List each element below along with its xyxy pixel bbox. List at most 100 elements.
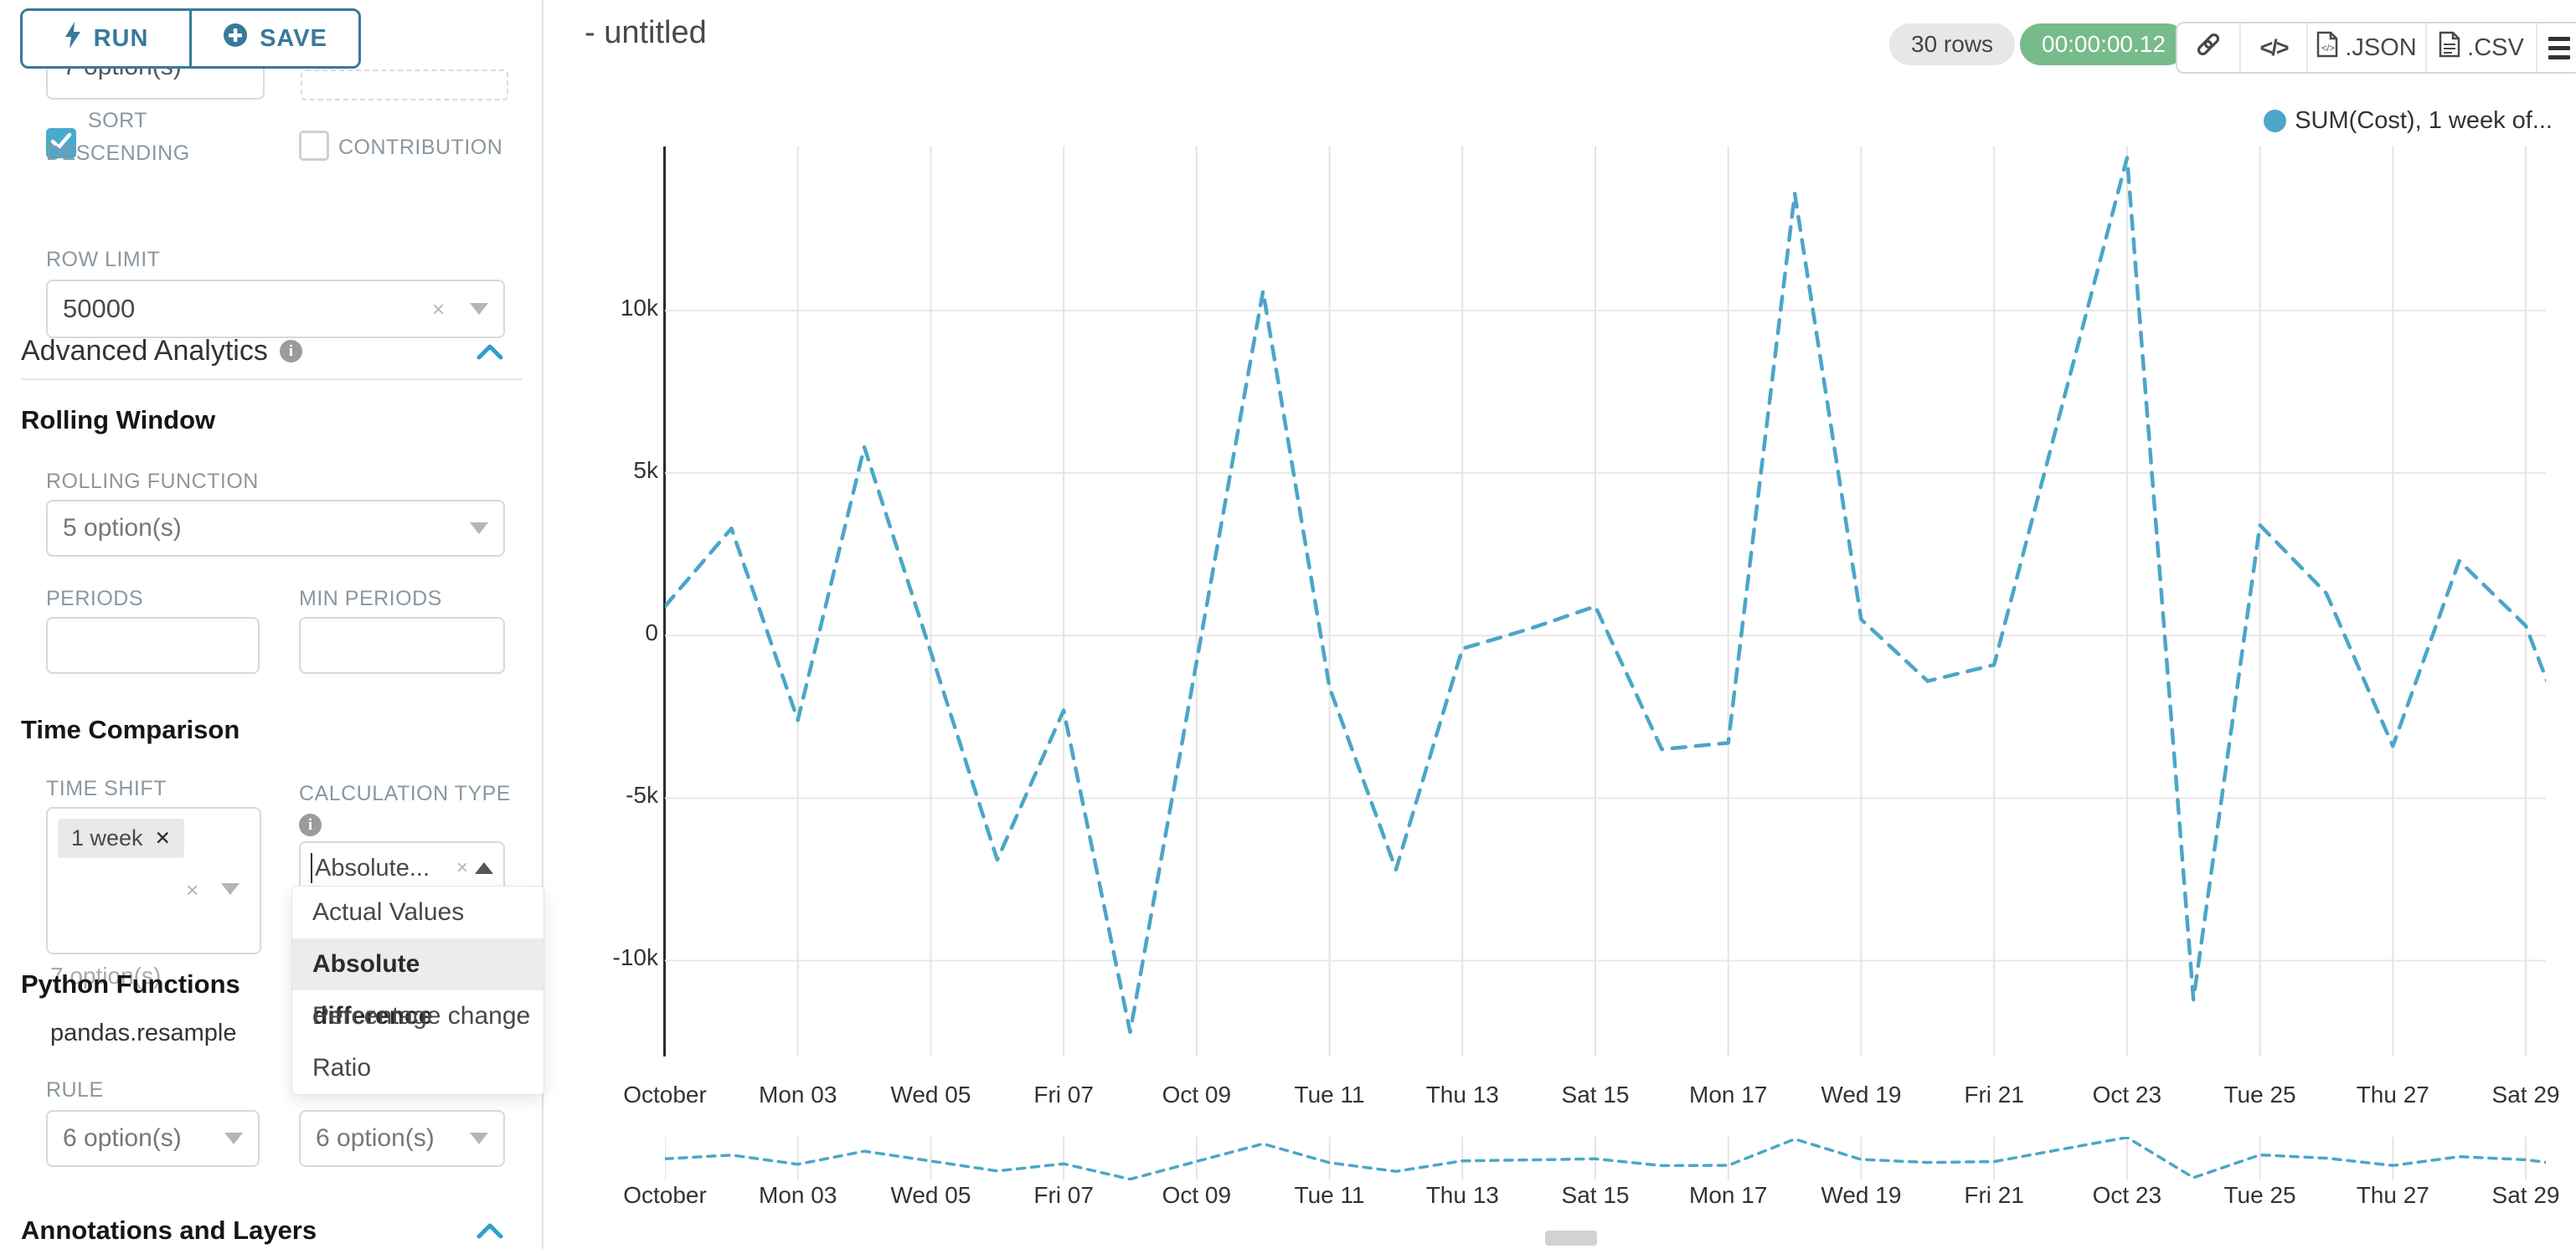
- timer-badge: 00:00:00.12: [2020, 23, 2187, 65]
- main-chart[interactable]: [665, 146, 2546, 1056]
- export-csv-button[interactable]: .CSV: [2425, 23, 2536, 72]
- action-button-group: RUN SAVE: [20, 8, 361, 69]
- rule-value: 6 option(s): [63, 1124, 182, 1152]
- export-button-group: </> </> .JSON .CSV: [2176, 22, 2576, 74]
- embed-code-button[interactable]: </>: [2239, 23, 2306, 72]
- share-link-button[interactable]: [2177, 23, 2239, 72]
- rule-select[interactable]: 6 option(s): [46, 1110, 260, 1167]
- clipped-select-value: 7 option(s): [63, 68, 182, 81]
- x-axis-tick-label: Fri 07: [1033, 1182, 1094, 1208]
- clear-icon[interactable]: ×: [456, 856, 468, 879]
- mini-preview-chart[interactable]: [665, 1137, 2546, 1180]
- periods-input[interactable]: [46, 617, 260, 674]
- x-axis-tick-label: Fri 21: [1964, 1182, 2024, 1208]
- text-cursor: [311, 853, 312, 883]
- x-axis-tick-label: Oct 09: [1162, 1182, 1232, 1208]
- annotations-header[interactable]: Annotations and Layers: [21, 1216, 522, 1246]
- sort-descending-label: SORT DESCENDING: [46, 109, 190, 165]
- info-icon: i: [279, 340, 302, 362]
- x-axis-tick-label: Wed 19: [1821, 1082, 1902, 1108]
- x-axis-tick-label: Sat 15: [1561, 1082, 1630, 1108]
- save-button-label: SAVE: [260, 24, 327, 52]
- x-axis-tick-label: Tue 11: [1294, 1082, 1365, 1108]
- chevron-down-icon[interactable]: [224, 1133, 243, 1144]
- x-axis-tick-label: Thu 13: [1425, 1082, 1499, 1108]
- row-limit-label: ROW LIMIT: [46, 248, 161, 271]
- y-axis-line: [663, 146, 666, 1056]
- calculation-type-label: CALCULATION TYPE: [299, 782, 511, 805]
- page-title[interactable]: - untitled: [585, 15, 707, 50]
- chevron-down-icon[interactable]: [470, 1133, 488, 1144]
- rolling-function-label: ROLLING FUNCTION: [46, 470, 259, 493]
- export-csv-label: .CSV: [2467, 33, 2524, 61]
- x-axis-tick-label: Oct 23: [2092, 1182, 2162, 1208]
- menu-item-percentage-change[interactable]: Percentage change: [292, 990, 544, 1042]
- python-function-name: pandas.resample: [50, 1020, 237, 1046]
- x-axis-tick-label: Mon 03: [759, 1182, 837, 1208]
- time-shift-tag-label: 1 week: [71, 825, 143, 851]
- hamburger-icon: [2548, 36, 2570, 59]
- rolling-function-select[interactable]: 5 option(s): [46, 500, 505, 557]
- min-periods-input[interactable]: [299, 617, 505, 674]
- x-axis-tick-label: Sat 15: [1561, 1182, 1630, 1208]
- method-select[interactable]: 6 option(s): [299, 1110, 505, 1167]
- run-button-label: RUN: [93, 24, 149, 52]
- x-axis-tick-label: Sat 29: [2491, 1082, 2560, 1108]
- time-comparison-title: Time Comparison: [21, 715, 240, 744]
- chevron-down-icon[interactable]: [470, 303, 488, 315]
- legend-swatch: [2264, 110, 2287, 132]
- clear-icon[interactable]: ×: [431, 296, 445, 321]
- chevron-down-icon[interactable]: [470, 522, 488, 534]
- export-json-label: .JSON: [2345, 33, 2417, 61]
- scrollbar-handle[interactable]: [1545, 1231, 1597, 1246]
- rule-label: RULE: [46, 1078, 104, 1102]
- contribution-checkbox[interactable]: [299, 131, 329, 161]
- clear-icon[interactable]: ×: [186, 877, 199, 902]
- menu-item-ratio[interactable]: Ratio: [292, 1042, 544, 1094]
- row-limit-value: 50000: [63, 294, 136, 323]
- chevron-up-icon[interactable]: [477, 1222, 503, 1239]
- row-limit-select[interactable]: 50000 ×: [46, 280, 505, 338]
- export-json-button[interactable]: </> .JSON: [2306, 23, 2425, 72]
- x-axis-tick-label: Thu 13: [1425, 1182, 1499, 1208]
- link-icon: [2192, 28, 2224, 67]
- calculation-type-menu: Actual Values Absolute difference Percen…: [291, 886, 544, 1095]
- x-axis-tick-label: Sat 29: [2491, 1182, 2560, 1208]
- clipped-select[interactable]: 7 option(s): [46, 68, 265, 100]
- x-axis-tick-label: Tue 25: [2223, 1182, 2296, 1208]
- y-axis-labels: 10k 5k 0 -5k -10k: [558, 146, 658, 1056]
- time-shift-multiselect[interactable]: 1 week ✕: [46, 807, 261, 954]
- remove-tag-icon[interactable]: ✕: [154, 827, 171, 849]
- calculation-type-value: Absolute...: [315, 854, 430, 881]
- x-axis-tick-label: Wed 05: [890, 1082, 971, 1108]
- rolling-window-title: Rolling Window: [21, 405, 216, 434]
- panel-divider: [542, 0, 544, 1249]
- x-axis-tick-label: Mon 17: [1689, 1182, 1768, 1208]
- run-button[interactable]: RUN: [23, 11, 189, 66]
- menu-item-actual-values[interactable]: Actual Values: [292, 887, 544, 938]
- x-axis-tick-label: Thu 27: [2356, 1182, 2429, 1208]
- python-functions-title: Python Functions: [21, 969, 240, 999]
- file-csv-icon: [2439, 31, 2460, 64]
- chevron-up-icon[interactable]: [477, 343, 503, 360]
- x-axis-tick-label: Thu 27: [2356, 1082, 2429, 1108]
- menu-item-absolute-difference[interactable]: Absolute difference: [292, 938, 544, 1030]
- chevron-up-icon[interactable]: [475, 862, 493, 874]
- sort-descending-checkbox[interactable]: [46, 128, 76, 158]
- y-axis-tick-label: -5k: [626, 782, 658, 809]
- x-axis-tick-label: October: [623, 1182, 707, 1208]
- save-button[interactable]: SAVE: [189, 11, 358, 66]
- empty-dashed-input[interactable]: [301, 69, 508, 100]
- chart-legend[interactable]: SUM(Cost), 1 week of...: [2264, 107, 2553, 135]
- time-shift-helper: 7 option(s): [50, 963, 162, 989]
- y-axis-tick-label: 5k: [633, 457, 658, 484]
- advanced-analytics-header[interactable]: Advanced Analytics i: [21, 335, 522, 368]
- svg-text:</>: </>: [2321, 44, 2335, 54]
- chevron-down-icon[interactable]: [221, 883, 240, 895]
- rolling-function-value: 5 option(s): [63, 514, 182, 542]
- x-axis-tick-label: Mon 03: [759, 1082, 837, 1108]
- more-options-button[interactable]: [2536, 23, 2576, 72]
- min-periods-label: MIN PERIODS: [299, 587, 442, 610]
- code-icon: </>: [2259, 34, 2289, 60]
